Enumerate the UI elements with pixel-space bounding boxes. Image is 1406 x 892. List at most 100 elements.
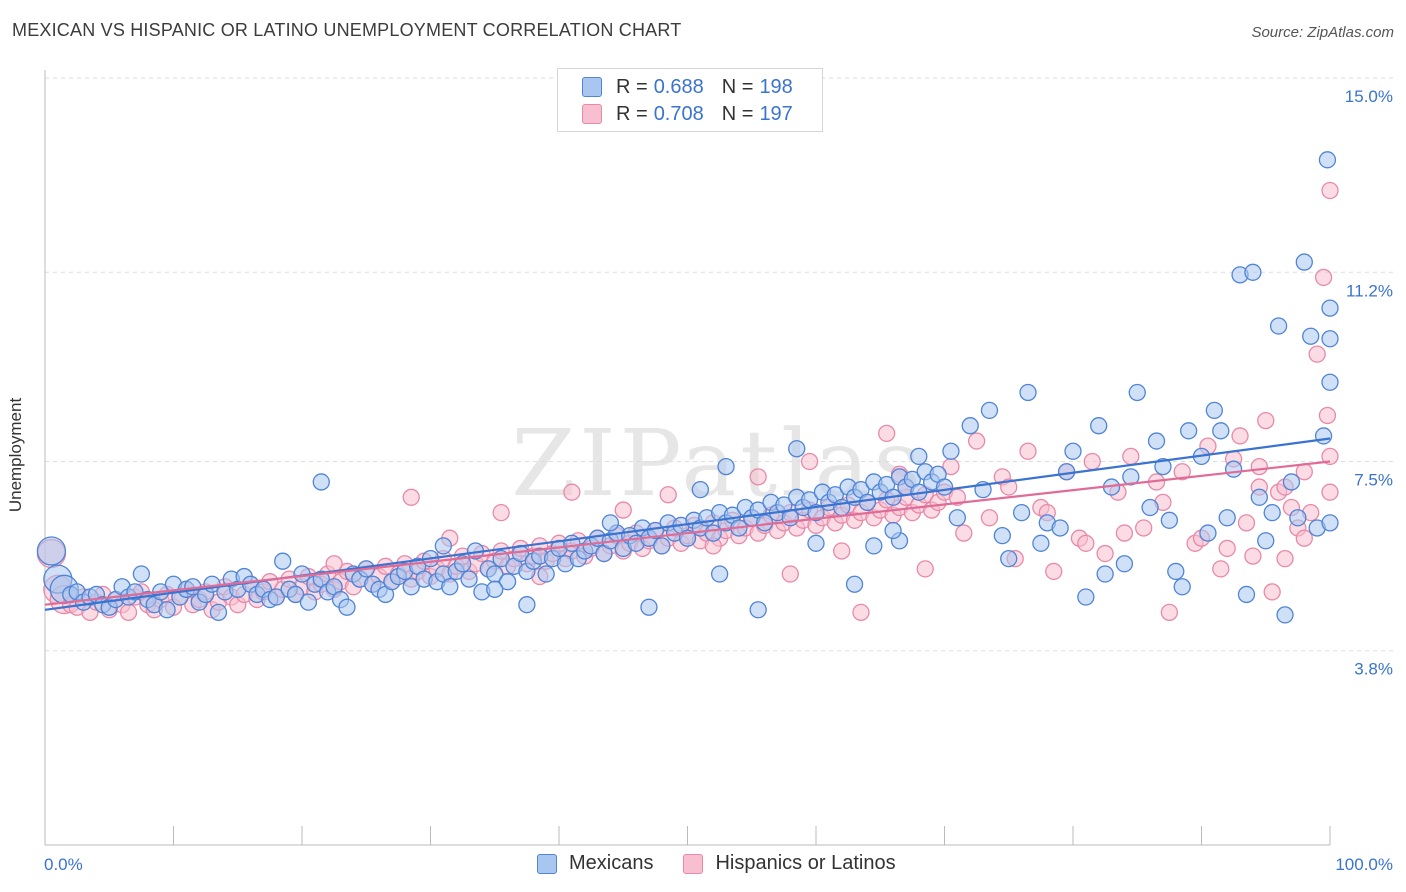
legend-item-hispanics[interactable]: Hispanics or Latinos	[683, 852, 896, 875]
point-mexicans	[274, 552, 292, 570]
point-hispanics	[1244, 547, 1262, 565]
point-hispanics	[1019, 442, 1037, 460]
point-hispanics	[852, 603, 870, 621]
point-hispanics	[119, 603, 138, 621]
legend-r-label: R =	[616, 102, 648, 125]
point-mexicans	[1263, 503, 1281, 522]
point-mexicans	[1000, 550, 1018, 568]
point-mexicans	[1122, 468, 1140, 486]
point-mexicans	[1295, 253, 1313, 271]
point-mexicans	[710, 565, 729, 583]
point-mexicans	[942, 442, 960, 460]
point-mexicans	[1154, 457, 1172, 476]
point-mexicans	[980, 401, 999, 420]
point-mexicans	[1115, 555, 1134, 573]
point-mexicans	[132, 565, 151, 583]
point-hispanics	[916, 560, 934, 578]
point-hispanics	[1115, 524, 1134, 542]
point-hispanics	[1000, 478, 1018, 496]
point-mexicans	[460, 570, 478, 588]
point-mexicans	[910, 447, 928, 466]
y-axis-label: Unemployment	[6, 397, 25, 513]
point-mexicans	[1318, 151, 1337, 169]
point-hispanics	[1122, 447, 1140, 466]
point-hispanics	[800, 452, 819, 471]
point-hispanics	[1276, 550, 1294, 568]
point-mexicans	[1032, 534, 1050, 552]
point-mexicans	[1090, 417, 1108, 435]
point-hispanics	[659, 486, 677, 504]
point-hispanics	[878, 424, 896, 443]
point-mexicans	[537, 565, 555, 583]
point-hispanics	[1077, 534, 1095, 552]
point-mexicans	[691, 480, 709, 499]
point-mexicans	[1205, 401, 1223, 420]
point-mexicans	[1237, 585, 1256, 604]
source-label: Source: ZipAtlas.com	[1251, 24, 1394, 41]
point-hispanics	[833, 542, 851, 560]
point-hispanics	[492, 503, 510, 522]
y-tick-label: 11.2%	[1346, 281, 1393, 300]
point-mexicans	[1141, 498, 1159, 517]
y-tick-label: 15.0%	[1345, 87, 1393, 106]
point-hispanics	[1295, 529, 1313, 547]
point-mexicans	[299, 593, 318, 611]
point-mexicans	[498, 573, 517, 591]
point-mexicans	[434, 537, 453, 555]
point-mexicans	[1173, 578, 1191, 596]
point-hispanics	[1257, 411, 1275, 430]
point-mexicans	[993, 526, 1011, 545]
legend-swatch-pink	[683, 853, 704, 874]
point-mexicans	[1077, 588, 1095, 606]
legend-swatch-blue	[582, 77, 602, 97]
point-hispanics	[1263, 583, 1281, 601]
point-hispanics	[1096, 544, 1114, 563]
point-mexicans	[1244, 263, 1262, 281]
legend-series-name: Hispanics or Latinos	[715, 852, 896, 874]
legend-item-mexicans[interactable]: Mexicans	[537, 852, 653, 875]
point-mexicans	[1269, 317, 1288, 335]
point-hispanics	[1083, 452, 1101, 471]
point-hispanics	[980, 509, 999, 527]
point-mexicans	[1276, 606, 1294, 624]
point-mexicans	[1128, 383, 1146, 402]
legend-series-name: Mexicans	[569, 852, 654, 874]
point-mexicans	[1302, 327, 1320, 345]
point-mexicans	[286, 585, 305, 604]
point-mexicans	[36, 536, 67, 566]
point-mexicans	[1218, 509, 1236, 527]
point-hispanics	[955, 524, 973, 542]
point-mexicans	[1199, 524, 1217, 542]
point-hispanics	[1314, 268, 1333, 287]
point-hispanics	[1218, 539, 1236, 558]
point-mexicans	[1057, 463, 1076, 481]
point-hispanics	[1318, 406, 1337, 425]
point-mexicans	[402, 578, 420, 596]
point-mexicans	[845, 575, 864, 593]
point-mexicans	[935, 478, 954, 496]
point-mexicans	[1160, 511, 1179, 529]
point-mexicans	[640, 598, 658, 616]
point-mexicans	[749, 601, 767, 619]
legend-r-value: 0.708	[653, 102, 704, 125]
point-hispanics	[781, 565, 799, 583]
point-mexicans	[1096, 565, 1114, 583]
point-mexicans	[1180, 422, 1198, 440]
point-hispanics	[1212, 560, 1230, 578]
legend-swatch-blue	[537, 853, 557, 874]
legend-r-value: 0.688	[653, 75, 704, 98]
point-mexicans	[1321, 514, 1339, 532]
point-mexicans	[1321, 373, 1339, 391]
point-mexicans	[884, 521, 902, 540]
point-mexicans	[1250, 488, 1268, 506]
point-mexicans	[1051, 519, 1069, 537]
point-hispanics	[1160, 603, 1179, 621]
point-hispanics	[1321, 447, 1339, 466]
point-mexicans	[1289, 509, 1307, 527]
y-tick-label: 7.5%	[1354, 471, 1393, 490]
point-mexicans	[1064, 442, 1082, 460]
legend-n-value: 197	[759, 102, 793, 125]
point-mexicans	[1224, 460, 1243, 478]
point-hispanics	[563, 483, 581, 501]
point-hispanics	[1237, 514, 1256, 532]
